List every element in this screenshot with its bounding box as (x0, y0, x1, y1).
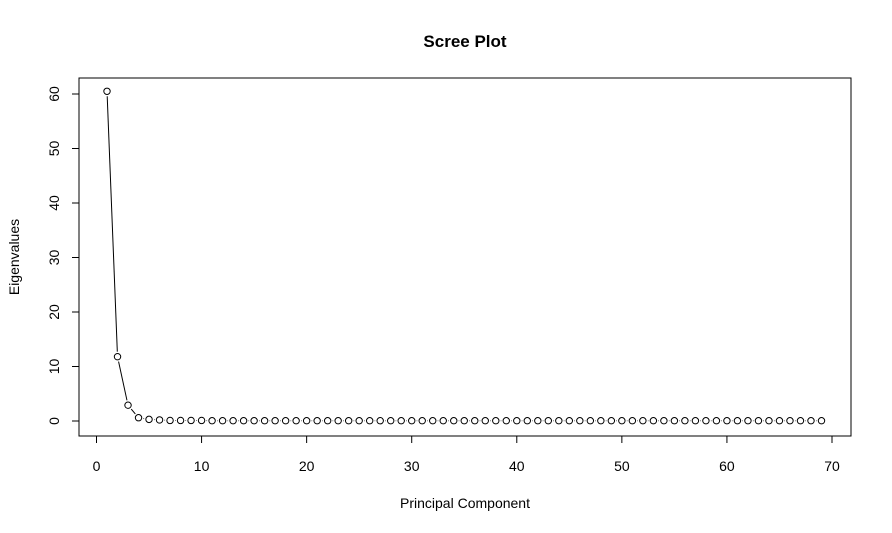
data-point (344, 417, 353, 425)
data-point (492, 417, 500, 425)
data-point (271, 417, 279, 425)
data-point (218, 417, 227, 425)
data-point (155, 416, 164, 424)
data-point (387, 417, 395, 425)
data-point (775, 417, 784, 425)
data-point (691, 417, 700, 425)
data-point (376, 417, 384, 425)
data-point (250, 417, 258, 425)
data-point (628, 417, 637, 425)
data-point (450, 417, 458, 425)
y-axis-label: Eigenvalues (6, 219, 22, 295)
series-points-group (103, 87, 826, 425)
y-tick-label: 20 (46, 304, 62, 320)
y-tick-label: 30 (46, 250, 62, 266)
data-point (197, 416, 206, 425)
data-point (460, 417, 468, 425)
data-point (260, 417, 269, 425)
data-point (796, 417, 805, 425)
data-point (134, 414, 143, 422)
data-point (365, 417, 374, 425)
data-point (786, 417, 794, 425)
data-point (817, 417, 826, 425)
data-point (313, 417, 321, 425)
data-point (113, 352, 122, 361)
y-tick-label: 10 (46, 359, 62, 375)
data-point (576, 417, 584, 425)
y-tick-label: 0 (46, 417, 62, 425)
data-point (439, 417, 447, 425)
series-segment (130, 408, 136, 415)
data-point (544, 417, 553, 425)
data-point (639, 417, 647, 425)
data-point (145, 415, 153, 424)
data-point (408, 417, 416, 425)
data-point (523, 417, 531, 425)
data-point (586, 417, 595, 425)
data-point (229, 417, 237, 425)
x-tick-label: 10 (194, 458, 210, 474)
chart-title: Scree Plot (423, 32, 506, 51)
x-tick-label: 40 (509, 458, 525, 474)
data-point (660, 417, 668, 425)
data-point (176, 416, 185, 425)
x-tick-label: 0 (93, 458, 101, 474)
data-point (502, 417, 510, 425)
data-point (103, 87, 111, 95)
data-point (397, 417, 405, 425)
data-point (712, 417, 721, 425)
data-point (607, 417, 616, 425)
data-point (670, 417, 679, 425)
data-point (681, 417, 689, 425)
y-tick-label: 60 (46, 86, 62, 102)
data-point (744, 417, 752, 425)
data-point (166, 416, 174, 425)
data-point (418, 417, 426, 425)
data-point (323, 417, 332, 425)
data-point (281, 417, 290, 425)
data-point (555, 417, 563, 425)
data-point (292, 417, 300, 425)
data-point (702, 417, 710, 425)
data-point (429, 417, 437, 425)
y-tick-label: 50 (46, 141, 62, 157)
series-segment (118, 361, 128, 401)
data-point (765, 417, 773, 425)
data-point (754, 417, 763, 425)
x-tick-label: 20 (299, 458, 315, 474)
data-point (723, 417, 731, 425)
x-axis: 0 10 20 30 40 50 60 70 (93, 435, 840, 474)
data-point (471, 417, 479, 425)
data-point (302, 417, 311, 425)
data-point (481, 417, 489, 425)
x-tick-label: 50 (614, 458, 630, 474)
data-point (565, 417, 574, 425)
data-point (355, 417, 363, 425)
series-line-group (106, 96, 817, 422)
y-tick-label: 40 (46, 195, 62, 211)
data-point (334, 417, 342, 425)
data-point (239, 417, 248, 425)
data-point (513, 417, 521, 425)
data-point (618, 417, 626, 425)
data-point (807, 417, 815, 425)
x-tick-label: 30 (404, 458, 420, 474)
data-point (597, 417, 605, 425)
data-point (187, 416, 195, 425)
y-axis: 0 10 20 30 40 50 60 (46, 86, 80, 425)
data-point (208, 417, 216, 425)
data-point (733, 417, 742, 425)
data-point (124, 401, 132, 409)
x-tick-label: 70 (824, 458, 840, 474)
x-tick-label: 60 (719, 458, 735, 474)
x-axis-label: Principal Component (400, 495, 530, 511)
data-point (534, 417, 542, 425)
series-segment (106, 96, 118, 352)
data-point (649, 417, 658, 425)
